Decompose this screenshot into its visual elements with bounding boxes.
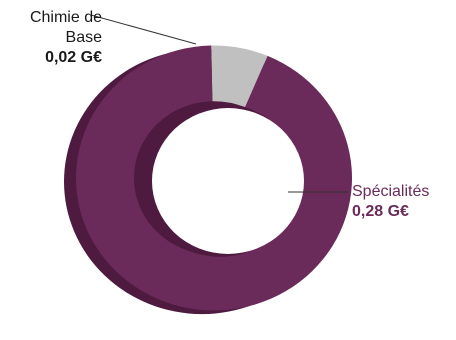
slice-value-specialites: 0,28 G€ <box>352 203 409 220</box>
slice-specialites <box>76 45 353 311</box>
donut-hole <box>152 108 304 254</box>
donut-group <box>64 45 353 315</box>
leader-line-chimie-de-base <box>90 14 197 45</box>
label-chimie-de-base: Chimie de Base 0,02 G€ <box>10 8 102 68</box>
slice-value-chimie-de-base: 0,02 G€ <box>45 49 102 66</box>
label-specialites: Spécialités 0,28 G€ <box>352 182 429 222</box>
slice-name-chimie-de-base: Chimie de Base <box>29 9 102 46</box>
slice-chimie-de-base <box>211 45 268 108</box>
slice-name-specialites: Spécialités <box>352 183 430 200</box>
